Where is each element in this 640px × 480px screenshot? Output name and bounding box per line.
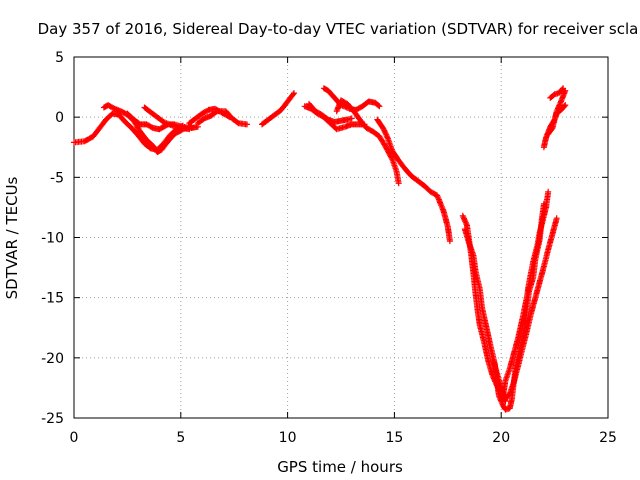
- x-tick-label: 25: [599, 430, 617, 446]
- y-tick-label: -15: [41, 291, 64, 307]
- x-tick-label: 0: [70, 430, 79, 446]
- data-markers: [71, 85, 569, 413]
- x-tick-label: 5: [176, 430, 185, 446]
- x-tick-labels: 0 5 10 15 20 25: [70, 430, 617, 446]
- chart-grid: [74, 57, 608, 418]
- y-tick-label: -5: [50, 170, 64, 186]
- y-tick-labels: 5 0 -5 -10 -15 -20 -25: [41, 50, 64, 427]
- sdtvar-series-markers: [71, 85, 569, 413]
- y-tick-label: -25: [41, 411, 64, 427]
- x-axis-label: GPS time / hours: [277, 458, 403, 476]
- chart-title: Day 357 of 2016, Sidereal Day-to-day VTE…: [38, 20, 639, 38]
- x-tick-label: 20: [492, 430, 510, 446]
- axis-ticks: [73, 56, 609, 419]
- y-tick-label: -20: [41, 351, 64, 367]
- y-axis-label: SDTVAR / TECUs: [3, 176, 21, 299]
- y-tick-label: 0: [55, 110, 64, 126]
- y-tick-label: 5: [55, 50, 64, 66]
- x-tick-label: 10: [279, 430, 297, 446]
- y-tick-label: -10: [41, 231, 64, 247]
- x-tick-label: 15: [385, 430, 403, 446]
